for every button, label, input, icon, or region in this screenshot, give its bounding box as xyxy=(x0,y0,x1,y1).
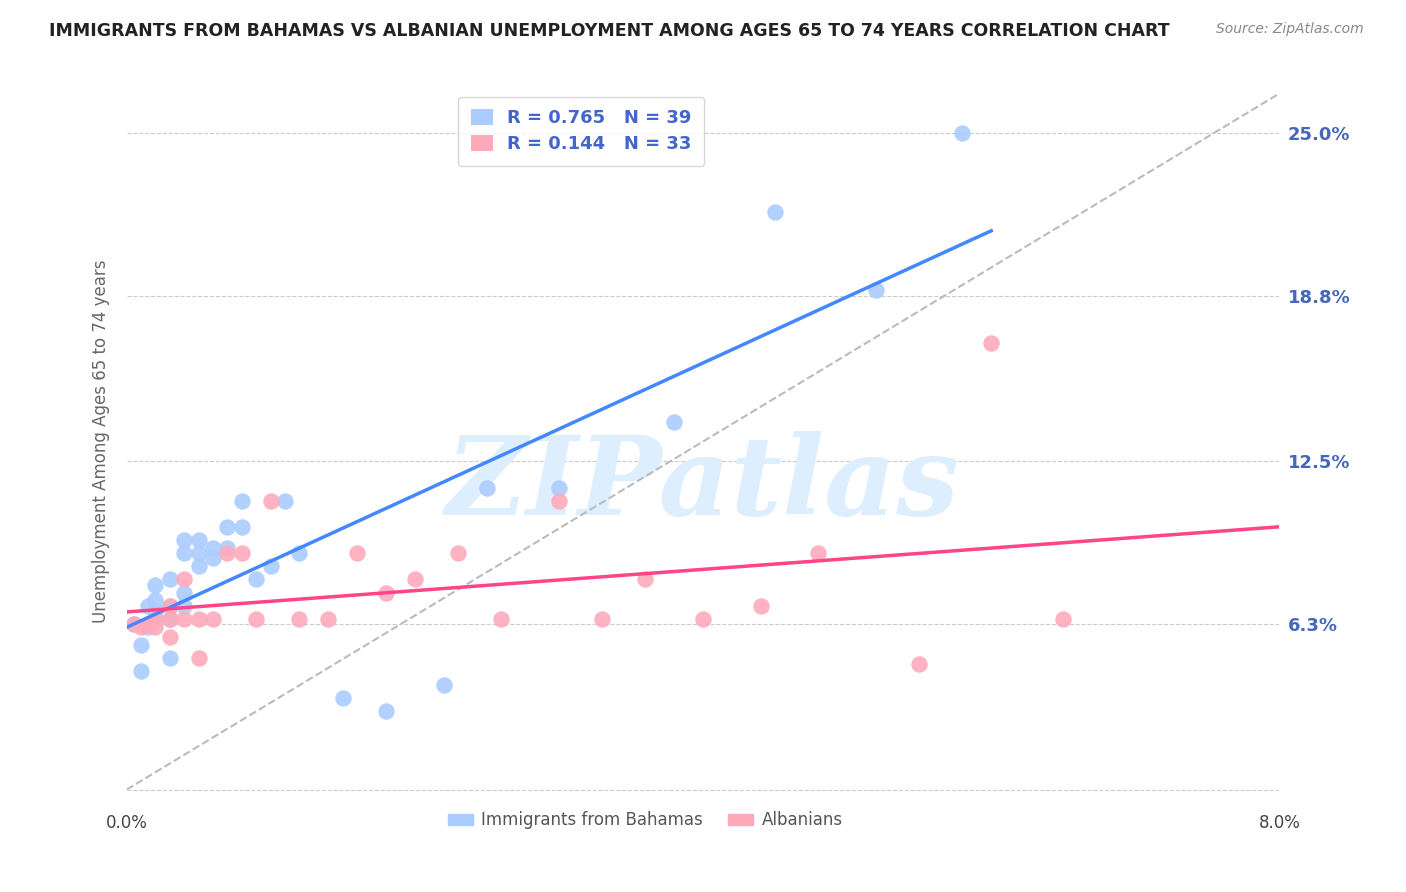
Point xyxy=(159,599,181,613)
Point xyxy=(187,651,209,665)
Point xyxy=(145,578,166,592)
Point xyxy=(202,612,225,626)
Point xyxy=(187,612,209,626)
Point xyxy=(159,630,181,644)
Point xyxy=(548,493,571,508)
Point xyxy=(129,638,152,652)
Legend: Immigrants from Bahamas, Albanians: Immigrants from Bahamas, Albanians xyxy=(440,803,851,838)
Text: ZIPatlas: ZIPatlas xyxy=(446,431,960,539)
Point xyxy=(145,612,166,626)
Point xyxy=(433,677,456,691)
Point xyxy=(332,690,354,705)
Point xyxy=(173,546,195,560)
Point xyxy=(274,493,297,508)
Point xyxy=(548,481,571,495)
Point xyxy=(664,415,686,429)
Point xyxy=(217,541,239,555)
Point xyxy=(318,612,340,626)
Point xyxy=(173,599,195,613)
Point xyxy=(136,599,159,613)
Point xyxy=(145,604,166,618)
Point xyxy=(908,657,931,671)
Point xyxy=(145,620,166,634)
Point xyxy=(173,533,195,547)
Point xyxy=(245,612,267,626)
Point xyxy=(749,599,772,613)
Point xyxy=(136,620,159,634)
Point xyxy=(591,612,613,626)
Point xyxy=(202,541,225,555)
Text: IMMIGRANTS FROM BAHAMAS VS ALBANIAN UNEMPLOYMENT AMONG AGES 65 TO 74 YEARS CORRE: IMMIGRANTS FROM BAHAMAS VS ALBANIAN UNEM… xyxy=(49,22,1170,40)
Point xyxy=(136,617,159,632)
Point xyxy=(122,617,145,632)
Point xyxy=(122,617,145,632)
Text: Source: ZipAtlas.com: Source: ZipAtlas.com xyxy=(1216,22,1364,37)
Point xyxy=(447,546,470,560)
Point xyxy=(159,573,181,587)
Point xyxy=(173,585,195,599)
Point xyxy=(159,599,181,613)
Point xyxy=(346,546,368,560)
Point xyxy=(231,520,253,534)
Point xyxy=(1052,612,1074,626)
Point xyxy=(245,573,267,587)
Point xyxy=(187,546,209,560)
Point xyxy=(202,551,225,566)
Point xyxy=(763,204,786,219)
Point xyxy=(159,612,181,626)
Point xyxy=(145,612,166,626)
Point xyxy=(259,559,281,574)
Point xyxy=(145,593,166,607)
Point xyxy=(404,573,426,587)
Point xyxy=(952,126,974,140)
Point xyxy=(489,612,512,626)
Point xyxy=(173,612,195,626)
Point xyxy=(231,493,253,508)
Point xyxy=(259,493,281,508)
Point xyxy=(475,481,498,495)
Point xyxy=(217,546,239,560)
Point xyxy=(129,665,152,679)
Point xyxy=(187,559,209,574)
Point xyxy=(231,546,253,560)
Point xyxy=(288,546,311,560)
Point xyxy=(129,620,152,634)
Point xyxy=(374,585,398,599)
Point xyxy=(187,533,209,547)
Point xyxy=(980,336,1002,351)
Point xyxy=(173,573,195,587)
Point xyxy=(159,612,181,626)
Point xyxy=(692,612,714,626)
Point xyxy=(807,546,830,560)
Point xyxy=(159,651,181,665)
Point xyxy=(217,520,239,534)
Point xyxy=(865,284,887,298)
Point xyxy=(374,704,398,718)
Point xyxy=(288,612,311,626)
Y-axis label: Unemployment Among Ages 65 to 74 years: Unemployment Among Ages 65 to 74 years xyxy=(91,260,110,624)
Point xyxy=(634,573,657,587)
